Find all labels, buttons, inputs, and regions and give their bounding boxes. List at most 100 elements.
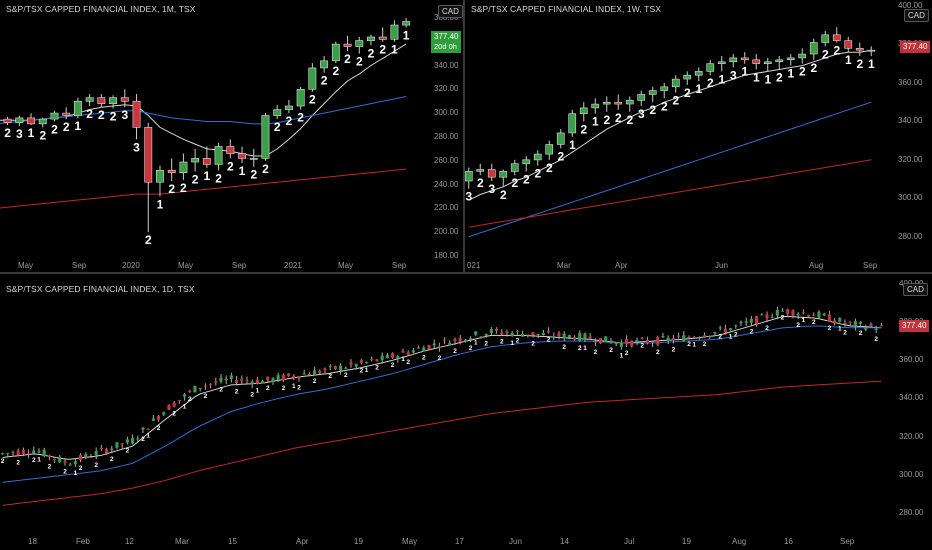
- price-axis-tick-label: 360.00: [898, 77, 923, 87]
- moving-average-line-2: [2, 325, 882, 483]
- wave-count-label: 2: [227, 159, 234, 173]
- candle-up: [422, 347, 426, 352]
- wave-count-label: 2: [531, 341, 535, 348]
- candle-down: [547, 331, 551, 333]
- wave-count-label: 2: [656, 349, 660, 356]
- candle-up: [602, 101, 611, 105]
- candle-up: [85, 97, 94, 102]
- candle-down: [238, 153, 246, 159]
- time-axis-tick-label: 021: [467, 261, 481, 270]
- monthly-candlestick-plot[interactable]: 223122212223321222122122222222222211: [0, 0, 463, 272]
- wave-count-label: 2: [286, 114, 293, 128]
- candle-up: [385, 354, 389, 359]
- price-axis-tick-label: 340.00: [434, 60, 459, 70]
- candle-down: [791, 310, 795, 316]
- candle-up: [744, 321, 748, 323]
- candle-up: [625, 99, 634, 105]
- candle-up: [510, 332, 514, 336]
- candle-down: [144, 127, 153, 183]
- candle-up: [136, 438, 140, 440]
- candle-up: [798, 53, 807, 59]
- candle-down: [349, 362, 353, 365]
- daily-price-axis[interactable]: 400.00380.00360.00340.00320.00300.00280.…: [897, 274, 932, 534]
- candle-down: [832, 34, 841, 41]
- pane-divider-vertical[interactable]: [463, 0, 465, 272]
- candle-up: [604, 336, 608, 342]
- wave-count-label: 2: [204, 393, 208, 400]
- candle-up: [489, 329, 493, 333]
- candle-up: [273, 109, 282, 116]
- time-axis-tick-label: 2021: [284, 261, 302, 270]
- time-axis-tick-label: May: [402, 537, 418, 546]
- wave-count-label: 2: [734, 332, 738, 339]
- time-axis-tick-label: 2020: [122, 261, 140, 270]
- candle-up: [775, 310, 779, 316]
- wave-count-label: 1: [75, 119, 82, 133]
- wave-count-label: 2: [32, 457, 36, 464]
- daily-time-axis[interactable]: 18 Feb 12 Mar 15 Apr 19 May 17 Jun 14 Jul 19 Aug 16 Sep: [0, 534, 897, 550]
- weekly-currency-label[interactable]: CAD: [904, 9, 929, 22]
- wave-count-label: 1: [787, 67, 794, 81]
- time-axis-tick-label: 15: [228, 537, 237, 546]
- time-axis-tick-label: May: [18, 261, 34, 270]
- candle-down: [593, 341, 597, 343]
- time-axis-tick-label: Feb: [76, 537, 90, 546]
- time-axis-tick-label: Mar: [557, 261, 571, 270]
- wave-count-label: 2: [626, 113, 633, 127]
- candle-down: [47, 455, 51, 458]
- weekly-time-axis[interactable]: 021 Mar Apr Jun Aug Sep: [465, 258, 896, 272]
- candle-down: [235, 380, 239, 383]
- candle-up: [42, 449, 46, 457]
- candle-up: [734, 325, 738, 327]
- wave-count-label: 2: [750, 329, 754, 336]
- candle-down: [391, 353, 395, 358]
- monthly-chart-pane[interactable]: 223122212223321222122122222222222211 S&P…: [0, 0, 463, 272]
- candle-down: [833, 320, 837, 323]
- candle-up: [706, 63, 715, 72]
- wave-count-label: 1: [28, 126, 35, 140]
- moving-average-line-2: [0, 96, 407, 125]
- candle-up: [821, 34, 830, 43]
- candle-up: [191, 158, 200, 163]
- candle-down: [120, 443, 124, 445]
- candle-up: [718, 327, 722, 329]
- wave-count-label: 1: [764, 72, 771, 86]
- candle-down: [656, 337, 660, 345]
- pane-divider-horizontal[interactable]: [0, 272, 932, 274]
- candle-up: [331, 43, 340, 62]
- candle-up: [465, 171, 473, 182]
- wave-count-label: 2: [799, 65, 806, 79]
- price-axis-tick-label: 320.00: [898, 154, 923, 164]
- candle-down: [214, 381, 218, 383]
- wave-count-label: 2: [375, 365, 379, 372]
- candle-down: [755, 316, 759, 325]
- wave-count-label: 2: [580, 122, 587, 136]
- candle-up: [749, 318, 753, 323]
- time-axis-tick-label: Aug: [732, 537, 747, 546]
- price-axis-tick-label: 400.00: [898, 1, 923, 10]
- candle-up: [536, 333, 540, 335]
- price-axis-tick-label: 300.00: [899, 469, 924, 479]
- wave-count-label: 2: [578, 345, 582, 352]
- wave-count-label: 1: [838, 326, 842, 333]
- monthly-time-axis[interactable]: May Sep 2020 May Sep 2021 May Sep: [0, 258, 432, 272]
- monthly-currency-label[interactable]: CAD: [438, 5, 463, 18]
- candle-up: [609, 340, 613, 344]
- wave-count-label: 2: [477, 176, 484, 190]
- wave-count-label: 2: [672, 347, 676, 354]
- wave-count-label: 2: [379, 43, 386, 57]
- wave-count-label: 1: [256, 387, 260, 394]
- daily-currency-label[interactable]: CAD: [903, 283, 928, 296]
- candle-up: [541, 333, 545, 336]
- wave-count-label: 2: [250, 391, 254, 398]
- candle-down: [16, 450, 20, 456]
- price-axis-tick-label: 320.00: [434, 84, 459, 94]
- candle-up: [15, 117, 24, 124]
- price-axis-tick-label: 300.00: [434, 108, 459, 118]
- weekly-price-axis[interactable]: 400.00380.00360.00340.00320.00300.00280.…: [896, 0, 932, 258]
- wave-count-label: 2: [500, 188, 507, 202]
